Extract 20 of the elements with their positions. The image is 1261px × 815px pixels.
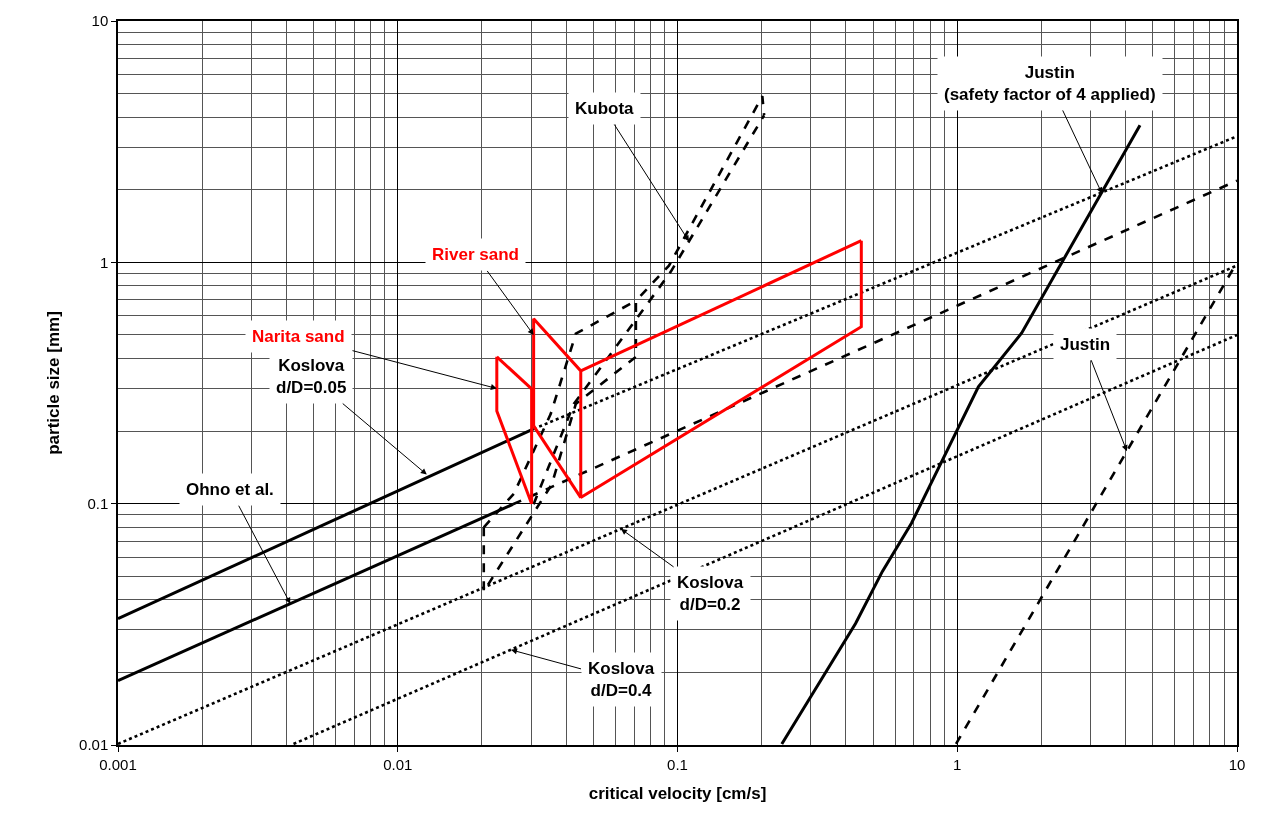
annotation: Ohno et al. — [186, 480, 274, 499]
y-tick-label: 10 — [91, 12, 109, 30]
annotation: River sand — [432, 245, 519, 264]
x-tick-label: 0.01 — [383, 755, 413, 773]
annotation: Koslova d/D=0.2 — [677, 573, 744, 615]
x-tick-label: 0.001 — [99, 755, 137, 773]
x-tick-label: 1 — [953, 755, 962, 773]
y-tick-label: 0.1 — [87, 494, 109, 512]
y-axis-title: particle size [mm] — [44, 311, 64, 455]
annotation: Koslova d/D=0.4 — [588, 659, 655, 701]
y-tick-label: 0.01 — [79, 736, 109, 754]
annotation: Koslova d/D=0.05 — [276, 356, 347, 398]
x-axis-title: critical velocity [cm/s] — [588, 783, 767, 803]
annotation: Justin — [1060, 335, 1111, 354]
annotation: Justin (safety factor of 4 applied) — [944, 63, 1156, 105]
y-tick-label: 1 — [99, 253, 109, 271]
x-tick-label: 10 — [1228, 755, 1246, 773]
x-tick-label: 0.1 — [667, 755, 688, 773]
annotation: Narita sand — [252, 327, 345, 346]
annotation: Kubota — [575, 99, 635, 118]
